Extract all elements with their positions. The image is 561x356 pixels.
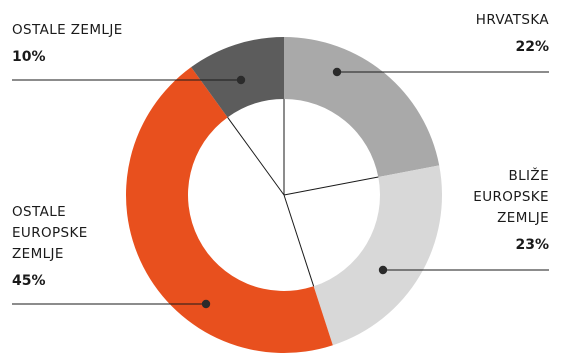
slice-value-1: 23% [515, 237, 549, 253]
leader-dot-3 [236, 75, 246, 85]
donut-slices [125, 37, 443, 353]
slice-label-1-line-1: EUROPSKE [473, 189, 549, 205]
leader-lines [12, 67, 549, 309]
leader-dot-0 [332, 67, 342, 77]
slice-label-0-line-0: HRVATSKA [476, 12, 550, 28]
slice-label-2-line-2: ZEMLJE [12, 246, 64, 262]
spoke-2 [283, 194, 315, 287]
slice-labels: HRVATSKA 22% BLIŽE EUROPSKE ZEMLJE 23% OSTALE E… [12, 12, 549, 289]
slice-0 [284, 37, 440, 178]
slice-label-3-line-0: OSTALE ZEMLJE [12, 22, 123, 38]
slice-3 [191, 37, 284, 118]
slice-label-2-line-1: EUROPSKE [12, 225, 88, 241]
center-spokes [227, 99, 379, 287]
slice-value-3: 10% [12, 49, 46, 65]
spoke-1 [283, 176, 379, 196]
slice-label-2-line-0: OSTALE [12, 204, 66, 220]
slice-label-1-line-0: BLIŽE [508, 166, 549, 184]
slice-value-0: 22% [515, 39, 549, 55]
slice-label-1-line-2: ZEMLJE [497, 210, 549, 226]
slice-2 [125, 67, 333, 353]
leader-dot-2 [201, 299, 211, 309]
slice-1 [313, 165, 443, 346]
spoke-3 [227, 117, 285, 196]
slice-value-2: 45% [12, 273, 46, 289]
leader-dot-1 [378, 265, 388, 275]
